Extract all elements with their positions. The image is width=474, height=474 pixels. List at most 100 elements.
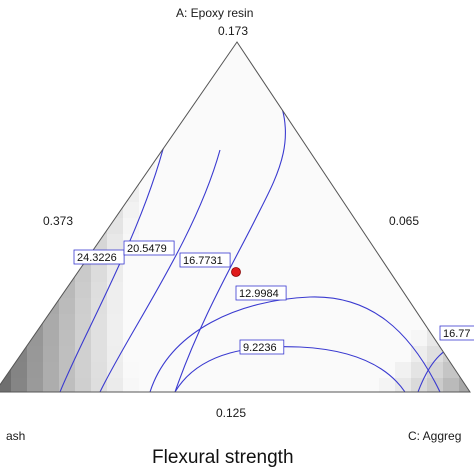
heat-cell	[171, 154, 188, 171]
heat-cell	[235, 314, 252, 331]
heat-cell	[347, 282, 364, 299]
heat-cell	[347, 362, 364, 379]
heat-cell	[363, 330, 380, 347]
heat-cell	[267, 74, 284, 91]
heat-cell	[203, 218, 220, 235]
heat-cell	[75, 298, 92, 315]
heat-cell	[219, 314, 236, 331]
heat-cell	[331, 154, 348, 171]
heat-cell	[155, 330, 172, 347]
heat-cell	[235, 378, 252, 392]
heat-cell	[283, 362, 300, 379]
heat-cell	[75, 266, 92, 283]
contour-label: 20.5479	[127, 243, 167, 255]
heat-cell	[315, 138, 332, 155]
heat-cell	[123, 154, 140, 171]
heat-cell	[171, 170, 188, 187]
triangle-border	[0, 41, 471, 393]
heat-cell	[299, 202, 316, 219]
heat-cell	[411, 282, 428, 299]
heat-cell	[363, 234, 380, 251]
heat-cell	[91, 282, 108, 299]
heat-cell	[315, 330, 332, 347]
heat-cell	[43, 362, 60, 379]
heat-cell	[283, 298, 300, 315]
heat-cell	[315, 282, 332, 299]
heat-cell	[91, 346, 108, 363]
heat-cell	[267, 234, 284, 251]
heat-cell	[363, 218, 380, 235]
heat-cell	[219, 218, 236, 235]
heat-cell	[267, 122, 284, 139]
heat-cell	[43, 330, 60, 347]
heat-cell	[267, 138, 284, 155]
heat-cell	[267, 362, 284, 379]
heat-cell	[363, 298, 380, 315]
heat-cell	[251, 218, 268, 235]
heat-cell	[395, 362, 412, 379]
heat-cell	[363, 314, 380, 331]
heat-cell	[395, 330, 412, 347]
heat-cell	[251, 250, 268, 267]
heat-cell	[155, 362, 172, 379]
heat-cell	[43, 298, 60, 315]
heat-cell	[91, 202, 108, 219]
contour-line	[99, 149, 221, 392]
heat-cell	[331, 282, 348, 299]
heat-cell	[283, 266, 300, 283]
heat-cell	[267, 202, 284, 219]
heat-cell	[251, 42, 268, 59]
contour-label: 16.7731	[183, 255, 223, 267]
heat-cell	[331, 202, 348, 219]
heat-cell	[395, 298, 412, 315]
contour-label-box	[73, 249, 125, 265]
heat-cell	[267, 378, 284, 392]
heat-cell	[299, 378, 316, 392]
heat-cell	[219, 58, 236, 75]
heat-cell	[91, 298, 108, 315]
heat-cell	[139, 138, 156, 155]
heat-cell	[283, 250, 300, 267]
heat-cell	[299, 250, 316, 267]
contour-line	[174, 346, 406, 392]
heat-cell	[107, 186, 124, 203]
heat-cell	[187, 362, 204, 379]
heat-cell	[91, 330, 108, 347]
heat-cell	[203, 154, 220, 171]
heat-cell	[59, 330, 76, 347]
heat-cell	[59, 298, 76, 315]
heat-cell	[155, 170, 172, 187]
heat-cell	[363, 378, 380, 392]
heat-cell	[315, 234, 332, 251]
heat-cell	[299, 122, 316, 139]
heat-cell	[363, 202, 380, 219]
heat-cell	[235, 138, 252, 155]
heat-cell	[315, 218, 332, 235]
heat-cell	[171, 202, 188, 219]
heat-cell	[107, 330, 124, 347]
heat-cell	[171, 282, 188, 299]
heat-cell	[299, 170, 316, 187]
heat-cell	[379, 362, 396, 379]
heat-cell	[139, 154, 156, 171]
heat-cell	[203, 282, 220, 299]
heat-cell	[187, 314, 204, 331]
heat-cell	[299, 298, 316, 315]
heat-cell	[267, 266, 284, 283]
heat-cell	[123, 202, 140, 219]
heat-cell	[395, 282, 412, 299]
heat-cell	[139, 218, 156, 235]
heat-cell	[139, 282, 156, 299]
heat-cell	[187, 282, 204, 299]
contour-label-box	[123, 240, 175, 256]
heat-cell	[251, 362, 268, 379]
heat-cell	[155, 154, 172, 171]
heat-cell	[331, 362, 348, 379]
heat-cell	[75, 314, 92, 331]
contour-line	[59, 119, 171, 392]
heat-cell	[443, 378, 460, 392]
heat-cell	[363, 266, 380, 283]
heat-cell	[251, 298, 268, 315]
heat-cell	[235, 90, 252, 107]
heat-cell	[235, 106, 252, 123]
